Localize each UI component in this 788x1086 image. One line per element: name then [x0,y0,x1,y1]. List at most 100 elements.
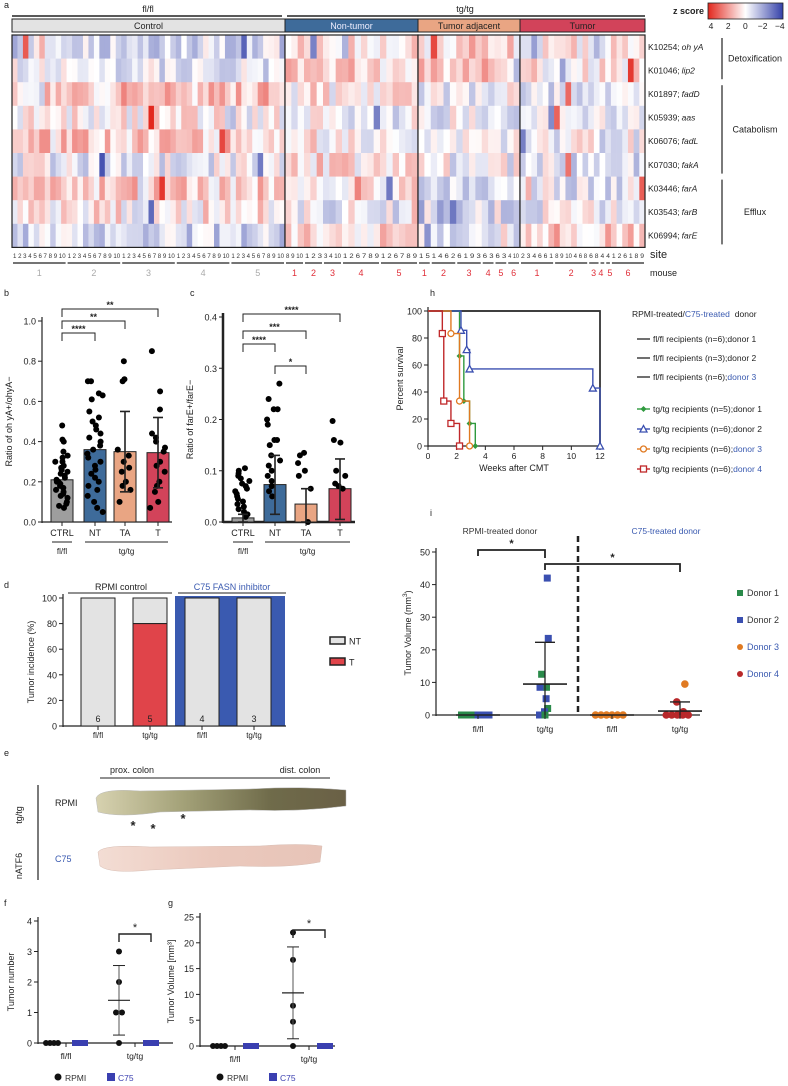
heatmap-cell [354,200,362,225]
heatmap-cell [88,129,95,154]
panel-letter: a [4,0,9,10]
heatmap-cell [443,176,451,201]
heatmap-cell [500,129,508,154]
heatmap-cell [335,129,343,154]
heatmap-cell [153,82,160,107]
data-point [268,483,275,490]
heatmap-cell [469,82,476,107]
heatmap-cell [582,176,589,201]
genotype-label-tgtg: tg/tg [456,4,474,14]
group-header-label: Tumor [570,21,596,31]
heatmap-cell [386,223,393,248]
data-point [64,452,71,459]
heatmap-cell [159,223,166,248]
heatmap-cell [610,200,617,225]
heatmap-cell [115,105,122,130]
heatmap-cell [12,35,18,59]
heatmap-cell [61,35,67,59]
ko-id: K07030; [648,160,680,170]
heatmap-cell [121,58,127,83]
heatmap-cell [633,223,640,248]
heatmap-cell [235,153,242,177]
heatmap-cell [214,153,220,177]
genotype-label: tg/tg [119,547,135,556]
panel-letter: c [190,288,195,298]
data-point [234,495,241,502]
legend-header: RPMI-treated/C75-treated donor [632,309,757,319]
heatmap-cell [542,176,549,201]
y-axis-title: Percent survival [395,346,405,410]
heatmap-cell [494,105,502,130]
heatmap-cell [55,35,62,59]
ko-id: K10254; [648,42,680,52]
heatmap-cell [263,223,269,248]
significance-star: * [509,538,514,550]
heatmap-cell [110,200,117,225]
heatmap-cell [99,176,106,201]
heatmap-cell [33,105,40,130]
heatmap-cell [513,58,521,83]
heatmap-cell [488,58,495,83]
panel-letter: h [430,288,435,298]
heatmap-cell [571,82,578,107]
heatmap-cell [192,223,198,248]
heatmap-cell [380,200,387,225]
heatmap-cell [159,105,166,130]
treatment-label: RPMI [55,798,78,808]
heatmap-cell [268,58,275,83]
heatmap-cell [565,35,572,59]
data-point [147,504,154,511]
heatmap-cell [104,35,111,59]
heatmap-cell [197,200,204,225]
heatmap-cell [335,223,343,248]
data-point [85,454,92,461]
heatmap-cell [224,58,231,83]
y-tick-label: 40 [420,580,430,590]
heatmap-cell [126,129,133,154]
heatmap-cell [548,153,555,177]
heatmap-cell [392,105,400,130]
heatmap-cell [399,223,406,248]
category-label: tg/tg [537,724,554,734]
heatmap-cell [279,35,286,59]
heatmap-cell [367,58,374,83]
triangle-marker [462,344,472,354]
data-point [59,422,66,429]
heatmap-cell [329,153,336,177]
legend-donor: donor 3 [733,444,762,454]
heatmap-cell [246,176,253,201]
heatmap-cell [310,35,317,59]
heatmap-cell [219,200,226,225]
heatmap-cell [175,82,182,107]
heatmap-cell [104,176,111,201]
heatmap-cell [33,82,40,107]
heatmap-cell [72,223,78,248]
heatmap-cell [137,58,144,83]
site-labels: 1 2 3 4 5 6 7 8 9 10 [13,254,66,260]
heatmap-cell [639,105,646,130]
heatmap-cell [537,35,544,59]
heatmap-cell [582,129,589,154]
heatmap-cell [494,176,502,201]
heatmap-cell [50,105,56,130]
heatmap-cell [153,200,160,225]
heatmap-cell [424,58,432,83]
heatmap-cell [164,200,171,225]
heatmap-cell [99,35,106,59]
y-tick-label: 0 [27,1039,32,1049]
y-tick-label: 0.8 [23,357,36,367]
heatmap-cell [137,82,144,107]
heatmap-cell [599,82,606,107]
heatmap-cell [616,82,623,107]
data-point [92,466,99,473]
heatmap-cell [274,58,280,83]
heatmap-cell [82,176,89,201]
heatmap-cell [192,176,198,201]
heatmap-cell [88,58,95,83]
heatmap-cell [197,129,204,154]
heatmap-cell [214,58,220,83]
heatmap-cell [430,105,438,130]
heatmap-cell [143,105,149,130]
heatmap-cell [520,105,526,130]
